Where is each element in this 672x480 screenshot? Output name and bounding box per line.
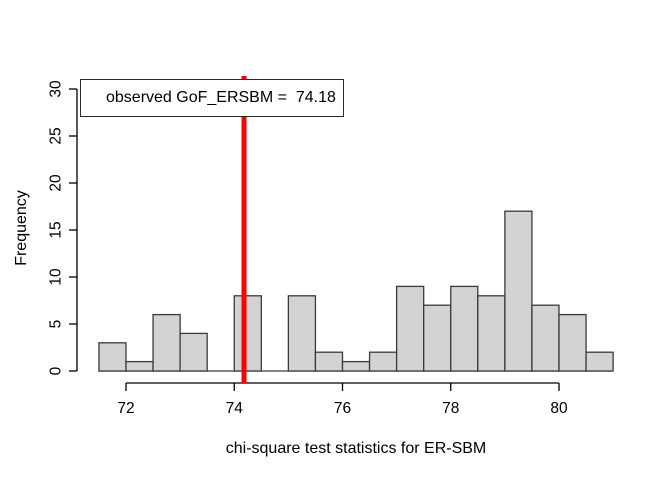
histogram-bar <box>314 351 344 372</box>
x-tick-label: 78 <box>442 400 459 417</box>
histogram-bar <box>395 285 425 372</box>
x-tick-label: 72 <box>117 400 134 417</box>
histogram-bar <box>341 360 371 372</box>
histogram-bar <box>152 313 181 372</box>
x-tick-label: 76 <box>334 400 351 417</box>
histogram-bar <box>585 351 614 372</box>
histogram-bar <box>423 304 452 372</box>
histogram-bar <box>504 210 533 372</box>
histogram-bar <box>531 304 560 372</box>
legend-box: observed GoF_ERSBM = 74.18 <box>80 79 344 117</box>
histogram-bar <box>477 295 506 372</box>
y-tick-label: 20 <box>48 174 65 192</box>
histogram-bar <box>233 295 262 372</box>
y-tick-label: 5 <box>48 320 65 329</box>
y-tick-label: 15 <box>48 221 65 238</box>
y-tick-label: 30 <box>48 80 65 98</box>
histogram-bar <box>98 342 127 372</box>
legend-label: observed GoF_ERSBM = 74.18 <box>106 89 336 106</box>
x-tick-label: 74 <box>226 400 244 417</box>
y-axis-title: Frequency <box>13 190 30 266</box>
histogram-bar <box>287 295 317 372</box>
histogram-bar <box>125 360 154 372</box>
y-tick-label: 0 <box>48 366 65 375</box>
histogram-bar <box>368 351 398 372</box>
x-tick-label: 80 <box>550 400 568 417</box>
x-axis-title: chi-square test statistics for ER-SBM <box>225 440 487 457</box>
histogram-bar <box>179 332 208 372</box>
histogram-bar <box>450 285 479 372</box>
y-tick-label: 10 <box>48 268 65 286</box>
histogram-bar <box>558 313 587 372</box>
y-tick-label: 25 <box>48 127 65 144</box>
